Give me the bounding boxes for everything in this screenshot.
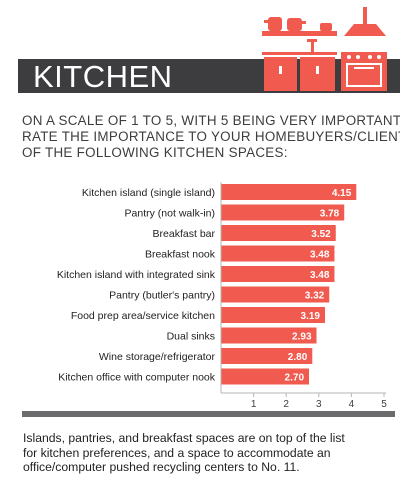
category-label: Breakfast nook bbox=[145, 249, 216, 261]
bar bbox=[221, 266, 335, 282]
summary-line: Islands, pantries, and breakfast spaces … bbox=[23, 431, 345, 445]
category-label: Pantry (butler's pantry) bbox=[109, 290, 215, 302]
summary-text: Islands, pantries, and breakfast spaces … bbox=[23, 431, 395, 475]
bar bbox=[221, 245, 335, 262]
question-line: OF THE FOLLOWING KITCHEN SPACES: bbox=[22, 145, 288, 160]
category-label: Kitchen island with integrated sink bbox=[57, 269, 216, 281]
x-tick-label: 5 bbox=[381, 399, 387, 410]
x-tick-label: 1 bbox=[251, 399, 257, 410]
value-label: 2.80 bbox=[288, 352, 308, 363]
bar bbox=[221, 225, 336, 241]
bar-chart: Kitchen island (single island) 4.15 Pantry… bbox=[22, 182, 395, 417]
question-line: ON A SCALE OF 1 TO 5, WITH 5 BEING VERY … bbox=[22, 113, 400, 128]
bar bbox=[221, 184, 357, 200]
value-label: 3.48 bbox=[310, 250, 330, 261]
category-label: Dual sinks bbox=[167, 331, 215, 343]
value-label: 3.78 bbox=[320, 209, 340, 220]
category-label: Pantry (not walk-in) bbox=[125, 208, 215, 220]
survey-question: ON A SCALE OF 1 TO 5, WITH 5 BEING VERY … bbox=[22, 113, 400, 161]
value-label: 3.19 bbox=[301, 311, 321, 322]
bar bbox=[221, 368, 310, 385]
footer-divider bbox=[22, 411, 395, 417]
category-label: Kitchen office with computer nook bbox=[58, 372, 216, 384]
bar bbox=[221, 348, 313, 364]
summary-line: office/computer pushed recycling centers… bbox=[23, 460, 300, 474]
value-label: 4.15 bbox=[332, 188, 352, 199]
category-label: Wine storage/refrigerator bbox=[99, 351, 216, 363]
kitchen-illustration-icon bbox=[262, 7, 387, 91]
x-tick-label: 4 bbox=[349, 399, 355, 410]
value-label: 2.70 bbox=[285, 373, 305, 384]
value-label: 3.32 bbox=[305, 291, 325, 302]
bar bbox=[221, 307, 325, 323]
bar bbox=[221, 327, 317, 344]
summary-line: for kitchen preferences, and a space to … bbox=[23, 445, 331, 460]
header-band bbox=[18, 59, 400, 93]
bar bbox=[221, 286, 330, 303]
value-label: 2.93 bbox=[292, 332, 312, 343]
question-line: RATE THE IMPORTANCE TO YOUR HOMEBUYERS/C… bbox=[22, 129, 400, 144]
category-label: Kitchen island (single island) bbox=[82, 187, 215, 199]
page-title: KITCHEN bbox=[33, 59, 173, 94]
value-label: 3.48 bbox=[310, 270, 330, 281]
x-tick-label: 3 bbox=[316, 399, 322, 410]
bar bbox=[221, 204, 345, 221]
x-tick-label: 2 bbox=[283, 399, 289, 410]
value-label: 3.52 bbox=[311, 229, 331, 240]
category-label: Food prep area/service kitchen bbox=[71, 310, 215, 322]
category-label: Breakfast bar bbox=[153, 228, 216, 240]
